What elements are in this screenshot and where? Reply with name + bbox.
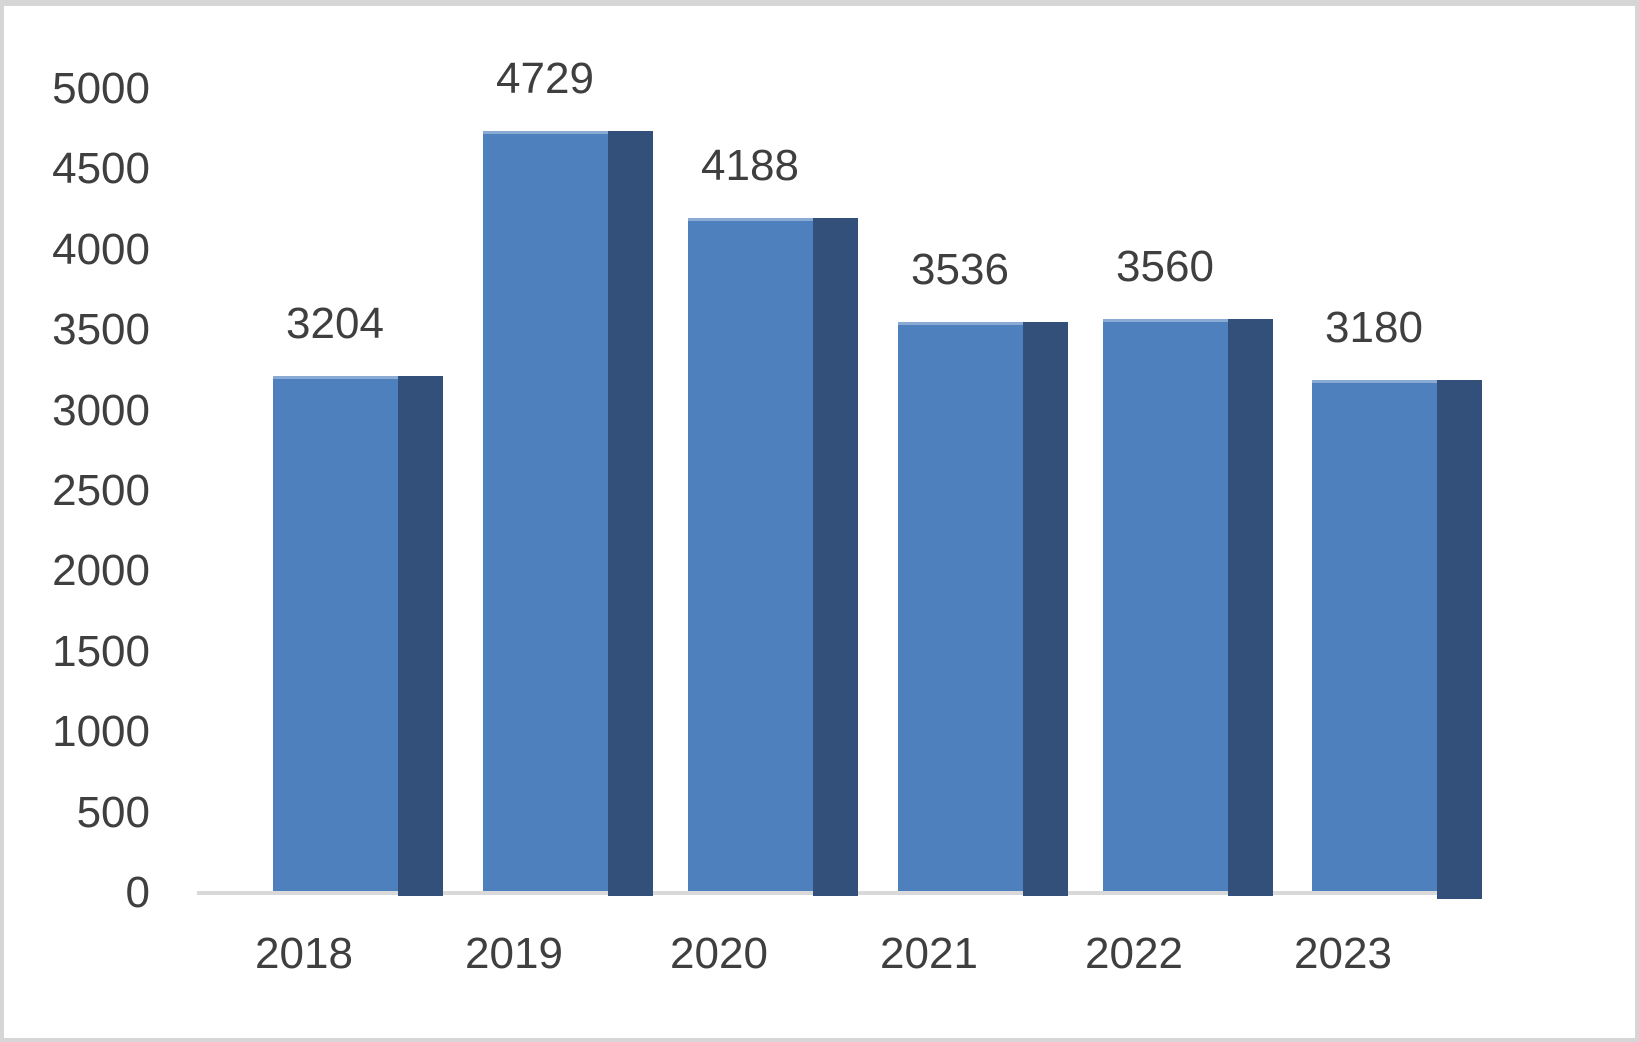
bar-shadow-2020 [813, 218, 858, 896]
bar-top-highlight [1312, 380, 1437, 383]
y-axis-tick-label: 4000 [52, 224, 150, 274]
bar-top-highlight [898, 322, 1023, 325]
bar-value-label: 3204 [286, 299, 384, 348]
y-axis-tick-label: 500 [76, 787, 150, 837]
bar-top-highlight [273, 376, 398, 379]
x-axis-tick-label: 2020 [670, 929, 768, 978]
y-axis-tick-label: 1000 [52, 707, 150, 757]
bar-2021 [898, 322, 1023, 891]
y-axis-tick-label: 2500 [52, 466, 150, 515]
x-axis-tick-label: 2021 [880, 929, 978, 978]
y-axis-tick-label: 5000 [52, 64, 150, 113]
y-axis-tick-label: 1500 [52, 626, 150, 676]
bar-shadow-2018 [398, 376, 443, 896]
bar-value-label: 3560 [1116, 242, 1214, 291]
bar-value-label: 3180 [1325, 303, 1423, 352]
bar-shadow-2022 [1228, 319, 1273, 896]
y-axis-tick-label: 0 [125, 868, 150, 917]
y-axis-tick-label: 4500 [52, 144, 150, 194]
x-axis-tick-label: 2022 [1085, 929, 1183, 978]
bar-top-highlight [688, 218, 813, 221]
bar-shadow-2021 [1023, 322, 1068, 896]
bar-2018 [273, 376, 398, 891]
bar-value-label: 4188 [701, 141, 799, 190]
x-axis-tick-label: 2019 [465, 929, 563, 978]
bar-top-highlight [483, 131, 608, 134]
bar-2019 [483, 131, 608, 891]
y-axis-tick-label: 2000 [52, 546, 150, 596]
x-axis-tick-label: 2018 [255, 929, 353, 978]
bar-2020 [688, 218, 813, 891]
x-axis-tick-label: 2023 [1294, 929, 1392, 978]
bar-shadow-2023 [1437, 380, 1482, 899]
bar-value-label: 3536 [911, 245, 1009, 294]
y-axis-tick-label: 3000 [52, 385, 150, 435]
bar-value-label: 4729 [496, 54, 594, 103]
bar-2022 [1103, 319, 1228, 891]
y-axis-tick-label: 3500 [52, 305, 150, 355]
bar-top-highlight [1103, 319, 1228, 322]
bar-2023 [1312, 380, 1437, 891]
bar-shadow-2019 [608, 131, 653, 896]
